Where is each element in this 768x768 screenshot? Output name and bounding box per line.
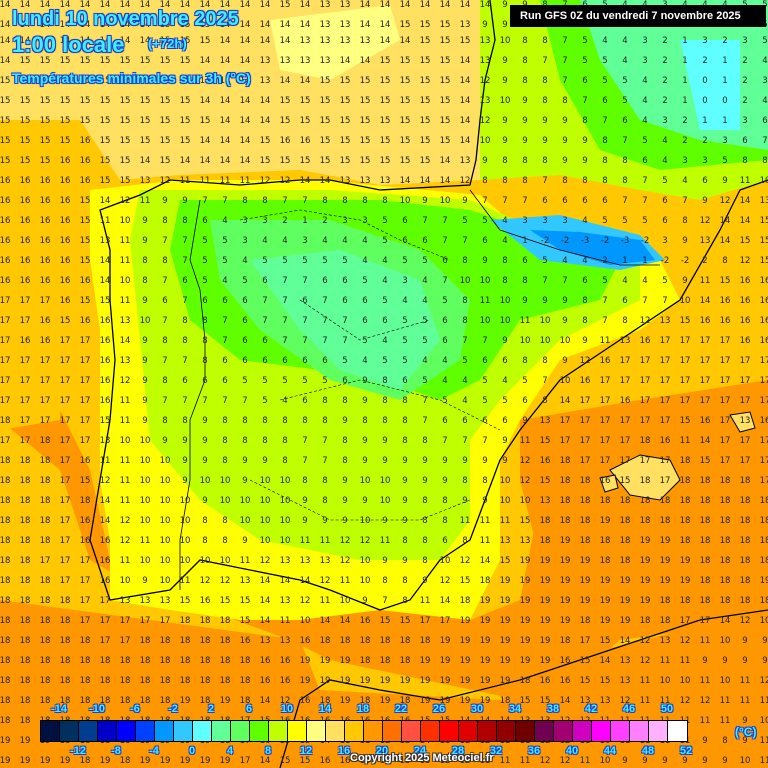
forecast-time: 1:00 locale	[12, 32, 125, 57]
legend-label-bottom: 4	[226, 745, 234, 757]
legend-swatch	[459, 721, 478, 741]
forecast-date: lundi 10 novembre 2025	[12, 8, 239, 30]
legend-label-top: 46	[622, 703, 636, 715]
legend-label-bottom: 24	[413, 745, 427, 757]
legend-swatch	[288, 721, 307, 741]
forecast-lead-time: (+72h)	[148, 36, 187, 51]
legend-label-bottom: 40	[565, 745, 579, 757]
legend-label-top: 22	[394, 703, 408, 715]
legend-swatch	[345, 721, 364, 741]
legend-label-bottom: -12	[70, 745, 86, 757]
legend-swatch	[478, 721, 497, 741]
legend-label-bottom: 0	[188, 745, 196, 757]
zone-france-cold	[680, 40, 740, 130]
legend-label-top: 42	[584, 703, 598, 715]
legend-swatch	[231, 721, 250, 741]
legend-swatch	[592, 721, 611, 741]
zone-iberia-mint	[250, 250, 440, 390]
legend-label-bottom: 36	[527, 745, 541, 757]
legend-swatch	[402, 721, 421, 741]
legend-label-bottom: 44	[603, 745, 617, 757]
legend-swatch	[668, 721, 687, 741]
legend-label-bottom: 16	[337, 745, 351, 757]
legend-swatch	[611, 721, 630, 741]
legend-swatch	[117, 721, 136, 741]
run-info-box: Run GFS 0Z du vendredi 7 novembre 2025	[510, 5, 766, 27]
legend-swatch	[326, 721, 345, 741]
legend-label-bottom: 32	[489, 745, 503, 757]
legend-swatch	[421, 721, 440, 741]
legend-swatch	[250, 721, 269, 741]
legend-label-top: 26	[432, 703, 446, 715]
legend-swatch	[98, 721, 117, 741]
coastline-morocco	[279, 609, 768, 768]
balearic-mallorca	[609, 454, 681, 501]
legend-swatch	[307, 721, 326, 741]
legend-label-bottom: 12	[299, 745, 313, 757]
legend-label-top: 10	[280, 703, 294, 715]
legend-swatch	[630, 721, 649, 741]
legend-label-top: 14	[318, 703, 332, 715]
legend-label-bottom: 20	[375, 745, 389, 757]
zone-biscay-light	[270, 5, 400, 80]
border-regions	[239, 209, 501, 521]
legend-label-top: 38	[546, 703, 560, 715]
legend-swatch	[174, 721, 193, 741]
legend-label-top: 2	[207, 703, 215, 715]
legend-label-bottom: 48	[641, 745, 655, 757]
legend-swatch	[516, 721, 535, 741]
legend-label-top: -10	[89, 703, 105, 715]
legend-swatch	[364, 721, 383, 741]
legend-label-bottom: 8	[264, 745, 272, 757]
zone-warm-mediterranean	[520, 380, 768, 640]
legend-swatch	[554, 721, 573, 741]
color-legend	[40, 720, 688, 742]
legend-label-top: 18	[356, 703, 370, 715]
legend-label-bottom: 28	[451, 745, 465, 757]
legend-label-bottom: 52	[679, 745, 693, 757]
balearic-ibiza	[599, 474, 619, 493]
legend-swatch	[193, 721, 212, 741]
legend-label-bottom: -4	[149, 745, 159, 757]
legend-unit: (°C)	[735, 725, 757, 739]
legend-swatch	[41, 721, 60, 741]
legend-label-top: -2	[168, 703, 178, 715]
legend-swatch	[535, 721, 554, 741]
run-info-text: Run GFS 0Z du vendredi 7 novembre 2025	[520, 10, 741, 22]
legend-swatch	[79, 721, 98, 741]
legend-label-top: 34	[508, 703, 522, 715]
legend-label-top: -6	[130, 703, 140, 715]
legend-swatch	[212, 721, 231, 741]
border-pyrenees	[469, 189, 660, 266]
coastline	[89, 0, 768, 611]
legend-label-bottom: -8	[111, 745, 121, 757]
legend-swatch	[155, 721, 174, 741]
border-portugal	[179, 199, 206, 590]
legend-label-top: -14	[51, 703, 67, 715]
zone-pyrenees-cold	[530, 230, 655, 265]
legend-swatch	[383, 721, 402, 741]
legend-label-top: 6	[245, 703, 253, 715]
legend-swatch	[573, 721, 592, 741]
legend-swatch	[649, 721, 668, 741]
legend-swatch	[440, 721, 459, 741]
balearic-menorca	[729, 411, 756, 433]
legend-swatch	[136, 721, 155, 741]
copyright-text: Copyright 2025 Meteociel.fr	[350, 752, 494, 764]
legend-swatch	[269, 721, 288, 741]
legend-swatch	[497, 721, 516, 741]
zone-atlantic-west	[0, 120, 70, 430]
variable-title: Températures minimales sur 3h (°C)	[12, 70, 251, 86]
legend-label-top: 30	[470, 703, 484, 715]
legend-swatch	[60, 721, 79, 741]
legend-label-top: 50	[660, 703, 674, 715]
